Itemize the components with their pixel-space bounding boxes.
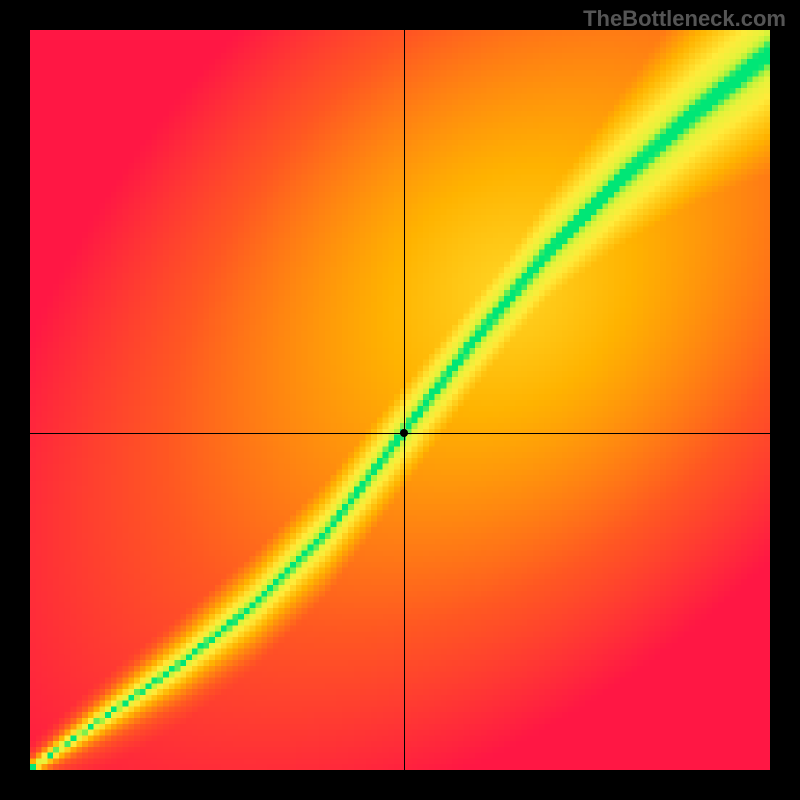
bottleneck-marker [400,429,408,437]
crosshair-vertical [404,30,405,770]
chart-outer: TheBottleneck.com [0,0,800,800]
heatmap-canvas [30,30,770,770]
plot-area [30,30,770,770]
watermark-text: TheBottleneck.com [583,6,786,32]
